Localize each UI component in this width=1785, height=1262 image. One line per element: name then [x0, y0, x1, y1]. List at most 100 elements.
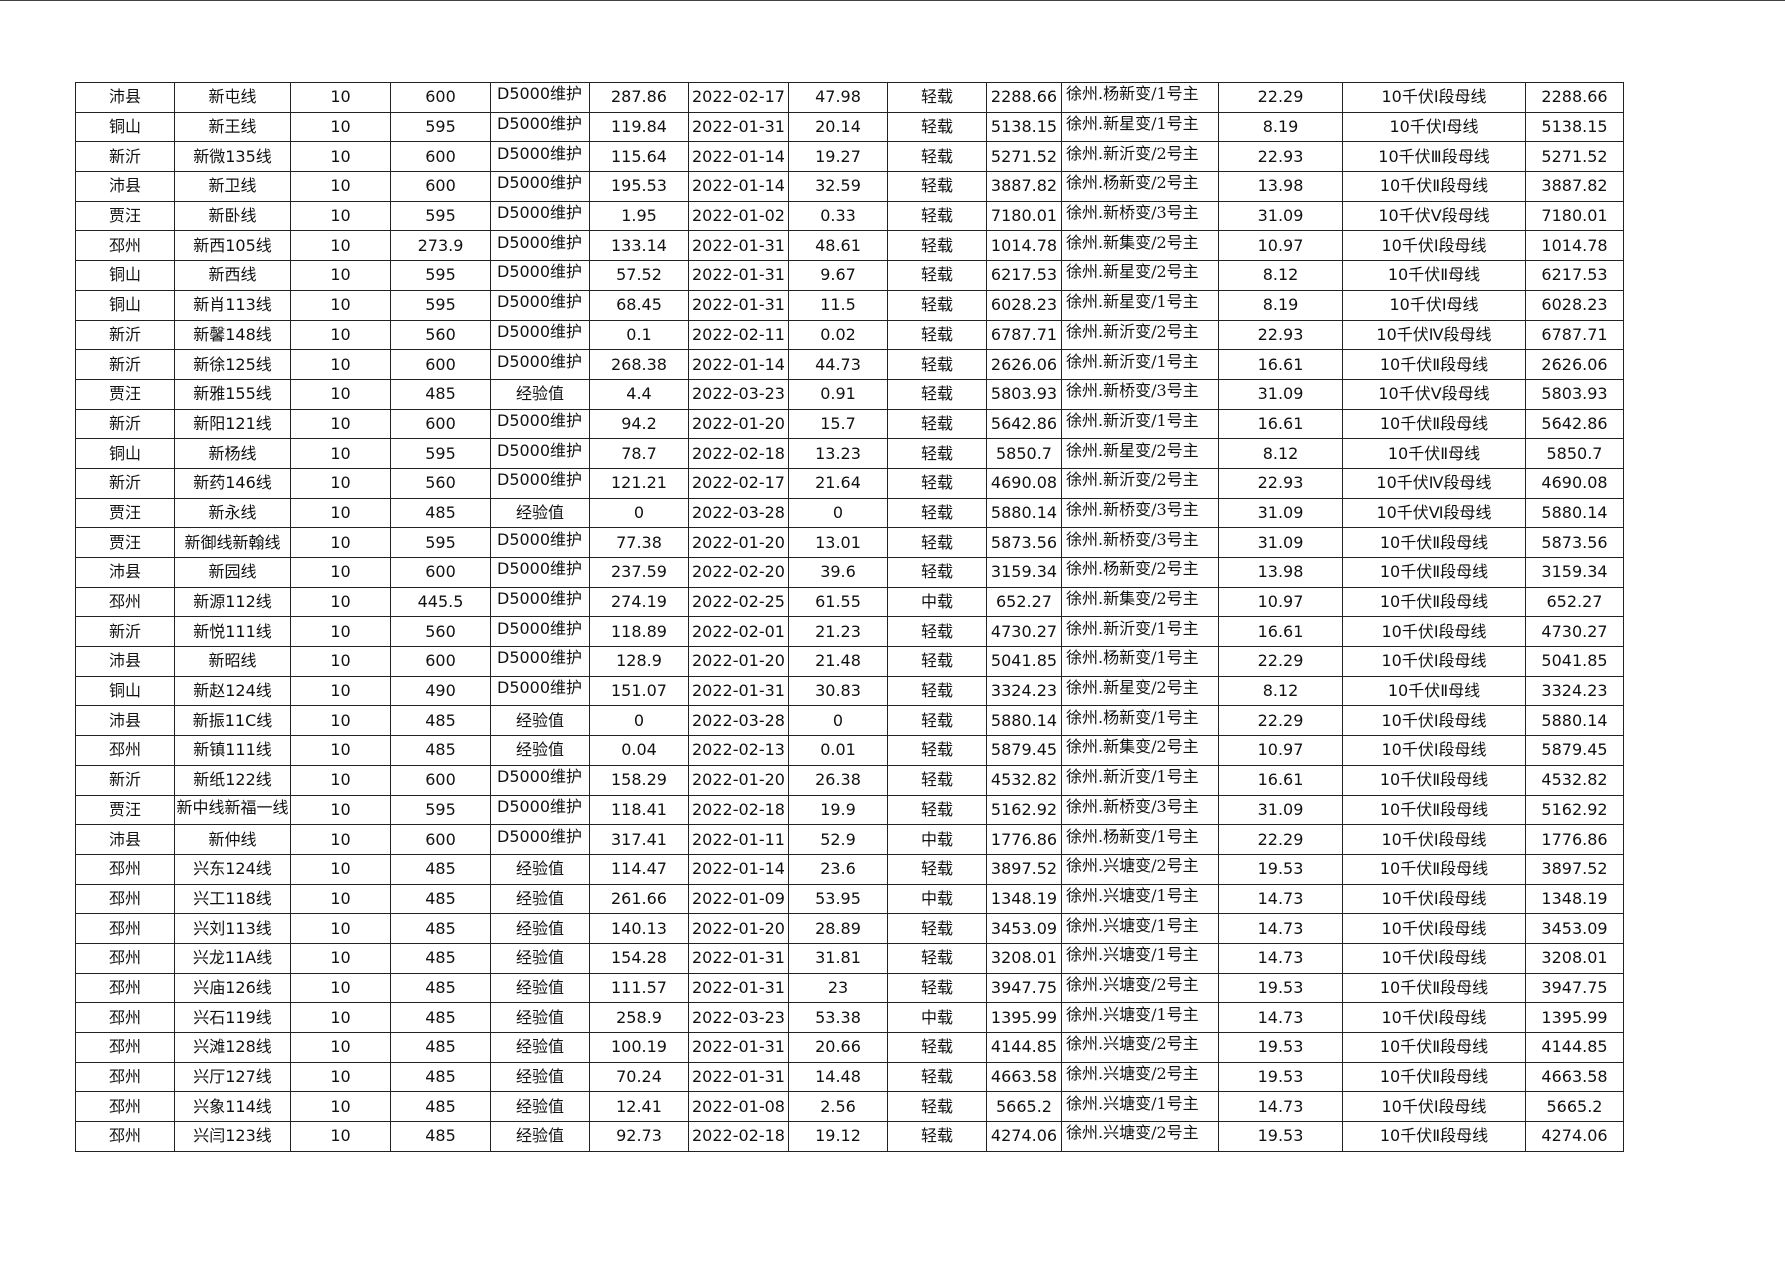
busbar-cell: 10千伏Ⅰ段母线 [1342, 824, 1526, 855]
date-text: 2022-03-23 [692, 1007, 785, 1027]
district-text: 邳州 [108, 1007, 141, 1027]
margin-total-text: 3897.52 [1541, 859, 1608, 879]
margin-cell: 1014.78 [986, 230, 1062, 262]
margin-cell: 2626.06 [986, 349, 1062, 380]
transformer-rate-text: 8.19 [1262, 295, 1299, 315]
margin-text: 5665.2 [996, 1096, 1052, 1116]
district-text: 新沂 [108, 770, 141, 790]
table-row: 沛县 新卫线 10 600 D5000维护 195.53 2022-01-14 32.59 轻载… [75, 171, 1624, 202]
voltage-text: 10 [330, 770, 351, 790]
capacity-cell: 485 [390, 1091, 491, 1123]
source-cell: D5000维护 [490, 289, 590, 321]
margin-cell: 5138.15 [986, 111, 1062, 143]
district-text: 贾汪 [108, 206, 141, 226]
busbar-cell: 10千伏Ⅱ母线 [1342, 438, 1526, 469]
source-text: 经验值 [515, 384, 564, 404]
substation-cell: 徐州.新桥变/3号主 [1061, 527, 1219, 558]
margin-total-cell: 5162.92 [1525, 794, 1624, 826]
substation-cell: 徐州.兴塘变/2号主 [1061, 1121, 1219, 1152]
date-text: 2022-01-31 [692, 117, 785, 137]
district-text: 铜山 [108, 117, 141, 137]
load-text: 118.41 [611, 799, 667, 819]
substation-text: 徐州.兴塘变/1号主 [1066, 1004, 1199, 1024]
load-status-text: 轻载 [920, 502, 953, 522]
load-status-text: 轻载 [920, 295, 953, 315]
voltage-text: 10 [330, 651, 351, 671]
load-rate-text: 0.33 [820, 206, 856, 226]
busbar-cell: 10千伏Ⅳ段母线 [1342, 467, 1526, 499]
date-cell: 2022-01-20 [688, 913, 789, 944]
load-rate-text: 19.27 [815, 146, 861, 166]
capacity-text: 600 [425, 770, 456, 790]
source-text: D5000维护 [497, 440, 583, 460]
load-status-cell: 轻载 [887, 1032, 987, 1063]
transformer-rate-cell: 10.97 [1218, 735, 1343, 766]
district-text: 新沂 [108, 324, 141, 344]
date-cell: 2022-01-31 [688, 289, 789, 321]
load-status-cell: 轻载 [887, 557, 987, 588]
busbar-cell: 10千伏Ⅰ母线 [1342, 289, 1526, 321]
busbar-text: 10千伏Ⅰ段母线 [1381, 740, 1487, 760]
voltage-cell: 10 [290, 913, 391, 944]
transformer-rate-cell: 16.61 [1218, 349, 1343, 380]
line-name-cell: 兴厅127线 [174, 1061, 291, 1093]
capacity-text: 600 [425, 829, 456, 849]
transformer-rate-text: 8.19 [1262, 117, 1299, 137]
busbar-cell: 10千伏Ⅱ段母线 [1342, 1061, 1526, 1093]
line-name-text: 新御线新翰线 [184, 532, 281, 552]
margin-total-text: 6217.53 [1541, 265, 1608, 285]
margin-total-cell: 3159.34 [1525, 557, 1624, 588]
load-text: 92.73 [616, 1126, 662, 1146]
load-text: 114.47 [611, 859, 667, 879]
load-cell: 70.24 [589, 1061, 689, 1093]
margin-total-text: 1776.86 [1541, 829, 1608, 849]
load-status-cell: 轻载 [887, 1061, 987, 1093]
margin-text: 5880.14 [990, 710, 1058, 730]
margin-total-text: 5880.14 [1541, 710, 1608, 730]
busbar-text: 10千伏Ⅰ段母线 [1381, 1096, 1487, 1116]
transformer-rate-cell: 16.61 [1218, 408, 1343, 440]
margin-cell: 6028.23 [986, 289, 1062, 321]
busbar-cell: 10千伏Ⅱ段母线 [1342, 794, 1526, 826]
table-row: 贾汪 新中线新福一线 10 595 D5000维护 118.41 2022-02-18 19.… [75, 794, 1624, 826]
district-cell: 新沂 [75, 616, 175, 648]
voltage-text: 10 [330, 1037, 351, 1057]
line-name-cell: 新悦111线 [174, 616, 291, 648]
load-rate-text: 14.48 [815, 1067, 861, 1087]
voltage-text: 10 [330, 265, 351, 285]
load-rate-text: 13.01 [815, 532, 861, 552]
margin-total-cell: 4663.58 [1525, 1061, 1624, 1093]
capacity-cell: 595 [390, 794, 491, 826]
load-status-cell: 轻载 [887, 349, 987, 380]
voltage-cell: 10 [290, 230, 391, 262]
load-status-cell: 中载 [887, 586, 987, 618]
load-status-text: 轻载 [920, 859, 953, 879]
line-name-cell: 新源112线 [174, 586, 291, 618]
transformer-rate-cell: 31.09 [1218, 794, 1343, 826]
load-text: 133.14 [611, 235, 667, 255]
load-rate-cell: 53.38 [788, 1002, 888, 1033]
substation-text: 徐州.兴塘变/1号主 [1066, 945, 1199, 965]
margin-total-text: 5041.85 [1541, 651, 1608, 671]
load-rate-text: 0 [832, 710, 844, 730]
voltage-cell: 10 [290, 1061, 391, 1093]
margin-cell: 5880.14 [986, 705, 1062, 737]
line-name-text: 新昭线 [208, 651, 257, 671]
margin-cell: 4274.06 [986, 1121, 1062, 1152]
source-text: D5000维护 [497, 114, 583, 134]
voltage-cell: 10 [290, 616, 391, 648]
substation-cell: 徐州.新沂变/1号主 [1061, 764, 1219, 796]
load-status-cell: 轻载 [887, 942, 987, 974]
capacity-cell: 490 [390, 675, 491, 707]
capacity-text: 560 [425, 473, 456, 493]
capacity-cell: 560 [390, 467, 491, 499]
load-status-cell: 轻载 [887, 141, 987, 173]
district-text: 邳州 [108, 235, 141, 255]
load-text: 111.57 [611, 977, 667, 997]
substation-cell: 徐州.兴塘变/1号主 [1061, 942, 1219, 974]
line-name-cell: 新肖113线 [174, 289, 291, 321]
load-status-text: 轻载 [920, 1126, 953, 1146]
margin-cell: 2288.66 [986, 82, 1062, 113]
transformer-rate-cell: 14.73 [1218, 1002, 1343, 1033]
load-rate-cell: 19.12 [788, 1121, 888, 1152]
